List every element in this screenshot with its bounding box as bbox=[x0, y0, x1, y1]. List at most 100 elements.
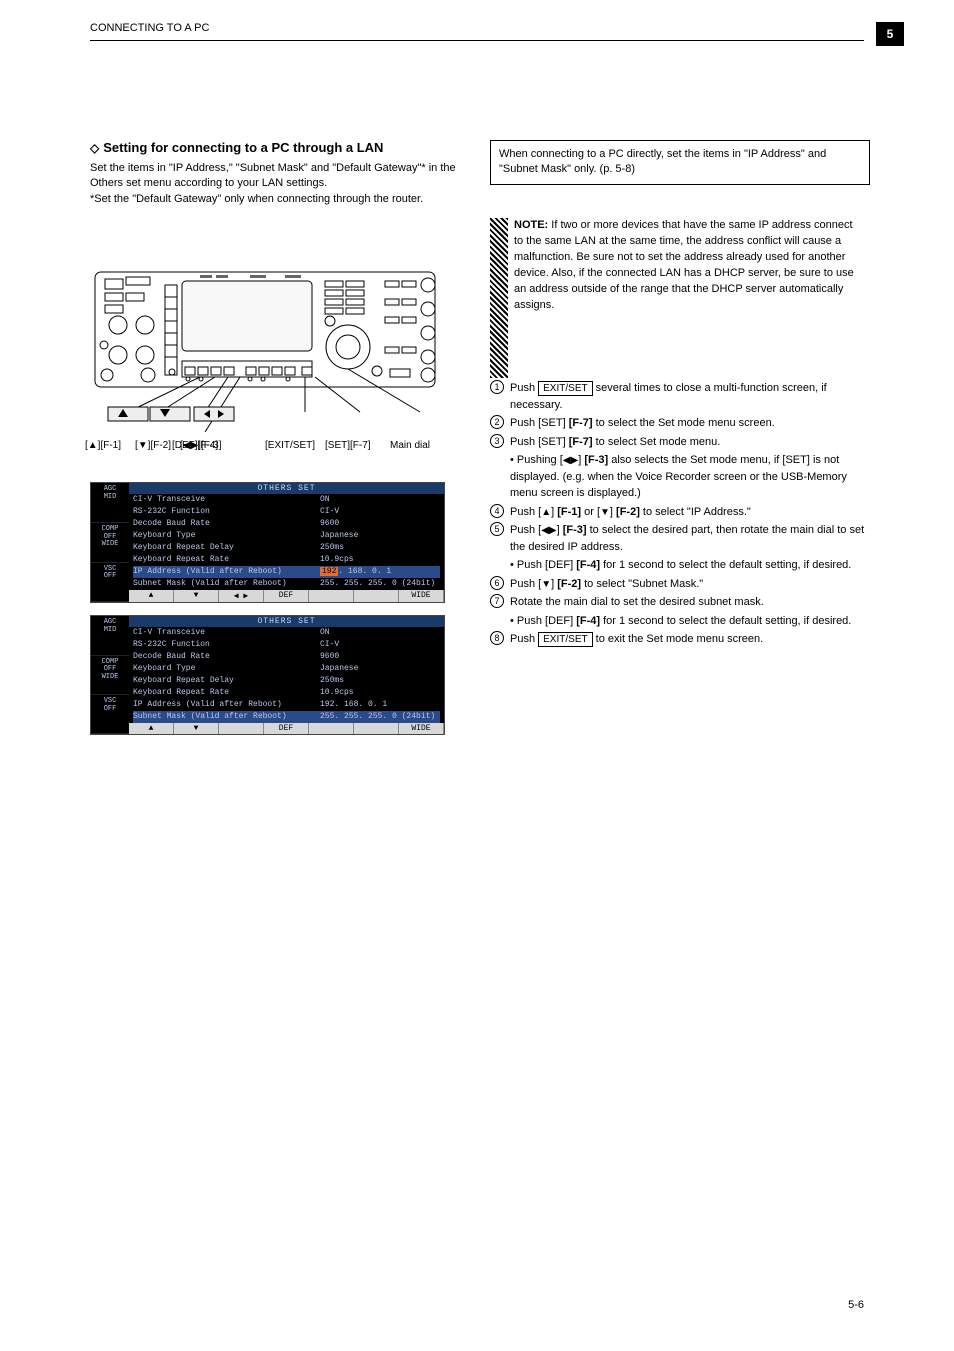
scr-value: Japanese bbox=[320, 530, 440, 542]
right-column: When connecting to a PC directly, set th… bbox=[490, 140, 870, 193]
header-rule bbox=[90, 40, 864, 41]
scr-fn bbox=[219, 723, 264, 734]
scr-fn: DEF bbox=[264, 590, 309, 602]
scr-fn: ▼ bbox=[174, 590, 219, 602]
scr-fn: ▲ bbox=[129, 723, 174, 734]
scr-label: Keyboard Repeat Rate bbox=[133, 554, 320, 566]
scr-value: 250ms bbox=[320, 675, 440, 687]
step-text: Push [◀▶] [F-3] to select the desired pa… bbox=[510, 522, 865, 555]
screenshot-ip: AGC MID COMP OFF WIDE VSC OFF OTHERS SET… bbox=[90, 482, 445, 603]
scr-fn bbox=[309, 590, 354, 602]
scr-btn-vsc: VSC OFF bbox=[91, 695, 129, 734]
device-diagram bbox=[90, 267, 440, 437]
step-num: 6 bbox=[490, 576, 504, 590]
scr-label-selected: IP Address (Valid after Reboot) bbox=[133, 566, 320, 578]
screenshot-subnet: AGC MID COMP OFF WIDE VSC OFF OTHERS SET… bbox=[90, 615, 445, 735]
note-body: If two or more devices that have the sam… bbox=[514, 219, 854, 311]
step-text: Push EXIT/SET several times to close a m… bbox=[510, 380, 865, 413]
scr-label: Keyboard Type bbox=[133, 663, 320, 675]
scr-fn bbox=[354, 590, 399, 602]
subtitle-text: Setting for connecting to a PC through a… bbox=[103, 140, 383, 155]
scr-bottom-row: ▲ ▼ ◀ ▶ DEF WIDE bbox=[129, 590, 444, 602]
step-bullet: • Push [DEF] [F-4] for 1 second to selec… bbox=[510, 613, 865, 630]
diamond-marker: ◇ bbox=[90, 141, 99, 155]
left-column: ◇ Setting for connecting to a PC through … bbox=[90, 140, 460, 735]
hatched-bar bbox=[490, 218, 508, 378]
step-text: Rotate the main dial to set the desired … bbox=[510, 594, 865, 611]
scr-label: RS-232C Function bbox=[133, 639, 320, 651]
scr-value: CI-V bbox=[320, 506, 440, 518]
label-up: [▲][F-1] bbox=[85, 440, 121, 451]
scr-value: 10.9cps bbox=[320, 687, 440, 699]
scr-fn: ◀ ▶ bbox=[219, 590, 264, 602]
scr-label: Keyboard Type bbox=[133, 530, 320, 542]
step-bullet: • Push [DEF] [F-4] for 1 second to selec… bbox=[510, 557, 865, 574]
scr-label: CI-V Transceive bbox=[133, 627, 320, 639]
scr-fn: DEF bbox=[264, 723, 309, 734]
scr-label: Keyboard Repeat Delay bbox=[133, 675, 320, 687]
section-header: CONNECTING TO A PC bbox=[90, 22, 209, 34]
steps: 1 Push EXIT/SET several times to close a … bbox=[490, 380, 865, 650]
scr-title: OTHERS SET bbox=[129, 483, 444, 494]
step-text: Push [SET] [F-7] to select the Set mode … bbox=[510, 415, 865, 432]
scr-value: ON bbox=[320, 627, 440, 639]
scr-fn bbox=[309, 723, 354, 734]
step-text: Push EXIT/SET to exit the Set mode menu … bbox=[510, 631, 865, 648]
step-num: 4 bbox=[490, 504, 504, 518]
scr-label: Decode Baud Rate bbox=[133, 518, 320, 530]
scr-value: 250ms bbox=[320, 542, 440, 554]
step-text: Push [▲] [F-1] or [▼] [F-2] to select "I… bbox=[510, 504, 865, 521]
step-num: 3 bbox=[490, 434, 504, 448]
scr-btn-comp: COMP OFF WIDE bbox=[91, 656, 129, 695]
scr-label: Keyboard Repeat Rate bbox=[133, 687, 320, 699]
step-num: 1 bbox=[490, 380, 504, 394]
step-num: 5 bbox=[490, 522, 504, 536]
diagram-labels: [▲][F-1] [▼][F-2] [◀▶][F-3] [DEF][F-4] [… bbox=[90, 440, 460, 470]
scr-label: Subnet Mask (Valid after Reboot) bbox=[133, 578, 320, 590]
step-text: Push [SET] [F-7] to select Set mode menu… bbox=[510, 434, 865, 451]
scr-fn: ▼ bbox=[174, 723, 219, 734]
step-num: 7 bbox=[490, 594, 504, 608]
page-number: 5-6 bbox=[848, 1299, 864, 1311]
scr-value: 9600 bbox=[320, 651, 440, 663]
intro-text: Set the items in "IP Address," "Subnet M… bbox=[90, 161, 460, 207]
scr-value-selected: 255. 255. 255. 0 (24bit) bbox=[320, 711, 440, 723]
scr-value: ON bbox=[320, 494, 440, 506]
scr-label: Keyboard Repeat Delay bbox=[133, 542, 320, 554]
scr-value-selected: 192. 168. 0. 1 bbox=[320, 566, 440, 578]
note-heading: NOTE: bbox=[514, 219, 548, 231]
label-down: [▼][F-2] bbox=[135, 440, 171, 451]
label-dial: Main dial bbox=[390, 440, 430, 451]
step-bullet: • Pushing [◀▶] [F-3] also selects the Se… bbox=[510, 452, 865, 502]
scr-label: RS-232C Function bbox=[133, 506, 320, 518]
step-num: 2 bbox=[490, 415, 504, 429]
label-def: [DEF][F-4] bbox=[172, 440, 218, 451]
scr-fn: ▲ bbox=[129, 590, 174, 602]
step-num: 8 bbox=[490, 631, 504, 645]
scr-value: 10.9cps bbox=[320, 554, 440, 566]
scr-title: OTHERS SET bbox=[129, 616, 444, 627]
scr-label: IP Address (Valid after Reboot) bbox=[133, 699, 320, 711]
scr-fn: WIDE bbox=[399, 723, 444, 734]
scr-label: CI-V Transceive bbox=[133, 494, 320, 506]
step-text: Push [▼] [F-2] to select "Subnet Mask." bbox=[510, 576, 865, 593]
label-exit: [EXIT/SET] bbox=[265, 440, 315, 451]
scr-value: Japanese bbox=[320, 663, 440, 675]
scr-value: CI-V bbox=[320, 639, 440, 651]
label-set: [SET][F-7] bbox=[325, 440, 371, 451]
scr-bottom-row: ▲ ▼ DEF WIDE bbox=[129, 723, 444, 734]
chapter-tab: 5 bbox=[876, 22, 904, 46]
scr-label: Decode Baud Rate bbox=[133, 651, 320, 663]
scr-fn bbox=[354, 723, 399, 734]
scr-btn-agc: AGC MID bbox=[91, 616, 129, 655]
scr-value: 192. 168. 0. 1 bbox=[320, 699, 440, 711]
scr-value: 9600 bbox=[320, 518, 440, 530]
scr-btn-agc: AGC MID bbox=[91, 483, 129, 523]
scr-btn-vsc: VSC OFF bbox=[91, 563, 129, 603]
note-text: NOTE: If two or more devices that have t… bbox=[514, 218, 864, 314]
note-box: When connecting to a PC directly, set th… bbox=[490, 140, 870, 185]
subtitle: ◇ Setting for connecting to a PC through … bbox=[90, 140, 460, 155]
scr-label-selected: Subnet Mask (Valid after Reboot) bbox=[133, 711, 320, 723]
scr-btn-comp: COMP OFF WIDE bbox=[91, 523, 129, 563]
scr-value: 255. 255. 255. 0 (24bit) bbox=[320, 578, 440, 590]
